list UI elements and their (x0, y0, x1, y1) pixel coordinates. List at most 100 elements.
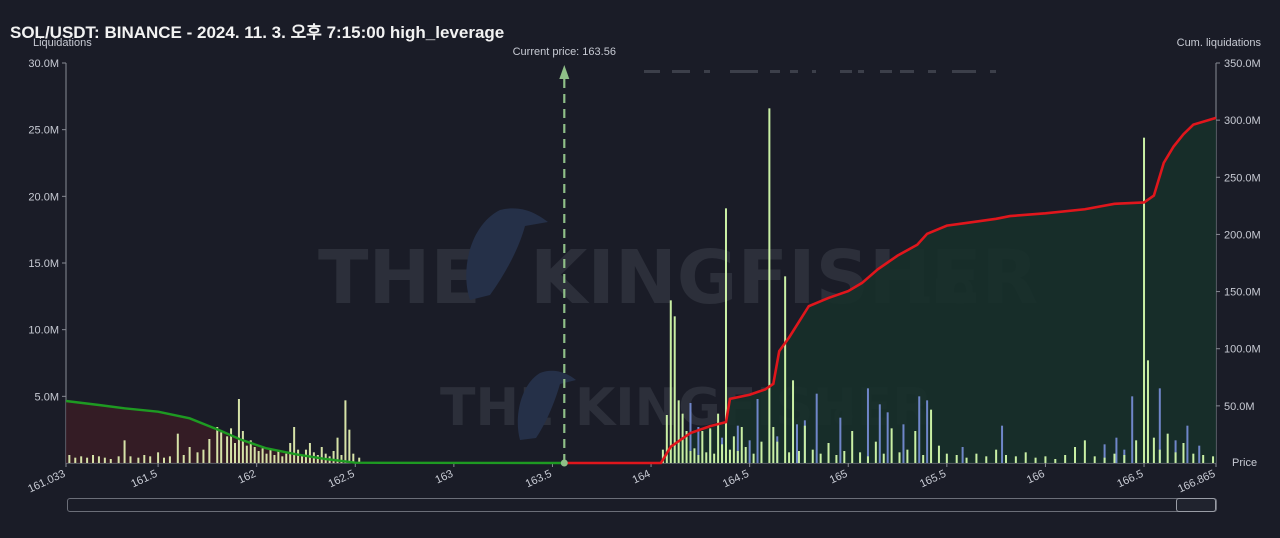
liquidation-bar-above (1004, 455, 1007, 463)
x-tick-label: 163.5 (524, 468, 554, 491)
liquidation-bar-below (168, 456, 171, 463)
liquidation-bar-blue (756, 399, 759, 463)
liquidation-bar-above (1174, 452, 1177, 463)
liquidation-bar-below (230, 428, 233, 463)
legend-dot (990, 70, 996, 73)
x-tick-label: 161.033 (26, 468, 67, 496)
liquidation-bar-above (685, 431, 688, 463)
liquidation-bar-below (237, 399, 240, 463)
liquidation-bar-below (332, 451, 335, 463)
liquidation-bar-above (677, 400, 680, 463)
liquidation-bar-above (665, 415, 668, 463)
x-axis-label: Price (1232, 457, 1257, 469)
legend-dot (704, 70, 710, 73)
liquidation-bar-above (1074, 447, 1077, 463)
cum-above-line (564, 116, 1217, 465)
liquidation-bar-blue (961, 447, 964, 463)
liquidation-bar-below (308, 443, 311, 463)
liquidation-bar-below (241, 431, 244, 463)
liquidation-bar-below (196, 452, 199, 463)
liquidation-bar-above (898, 452, 901, 463)
liquidation-bar-below (129, 456, 132, 463)
x-tick-label: 165 (828, 468, 850, 487)
legend-dot (790, 70, 798, 73)
y-tick-label: 20.0M (28, 191, 59, 203)
liquidation-bar-below (176, 433, 179, 463)
legend-dot (928, 70, 936, 73)
liquidation-bar-above (906, 449, 909, 463)
legend-dot (900, 70, 914, 73)
legend-dot (952, 70, 976, 73)
liquidation-bar-above (740, 427, 743, 463)
kingfisher-bird-icon-small (517, 370, 576, 440)
liquidation-bar-above (776, 441, 779, 463)
y-tick-label: 30.0M (28, 58, 59, 70)
liquidation-bar-below (188, 447, 191, 463)
liquidation-bar-above (736, 451, 739, 463)
liquidation-bar-above (803, 425, 806, 463)
liquidation-bar-below (123, 440, 126, 463)
liquidation-bar-above (661, 449, 664, 463)
liquidation-bar-below (86, 457, 89, 463)
liquidation-bar-blue (1115, 437, 1118, 463)
y-tick-label: 5.0M (35, 391, 59, 403)
scrollbar-handle[interactable] (1176, 498, 1216, 512)
liquidation-bar-blue (1131, 396, 1134, 463)
liquidation-bar-above (1166, 433, 1169, 463)
y2-tick-label: 100.0M (1224, 344, 1261, 356)
liquidation-bar-blue (878, 404, 881, 463)
y-axis-ticks: 5.0M 10.0M 15.0M 20.0M 25.0M 30.0M (28, 58, 66, 403)
liquidation-bar-below (68, 455, 71, 463)
liquidation-bar-below (340, 455, 343, 463)
liquidation-bar-blue (1158, 388, 1161, 463)
liquidation-bar-above (1044, 456, 1047, 463)
current-price-arrow-icon (559, 65, 570, 79)
liquidation-bar-above (1135, 440, 1138, 463)
y2-tick-label: 300.0M (1224, 115, 1261, 127)
liquidation-bar-below (233, 443, 236, 463)
liquidation-bar-above (752, 453, 755, 463)
y2-tick-label: 350.0M (1224, 58, 1261, 70)
liquidation-bar-blue (886, 412, 889, 463)
liquidation-bar-below (273, 455, 276, 463)
legend-dot (858, 70, 864, 73)
cum-liquidation-lines (65, 116, 1217, 465)
current-price-dot (560, 459, 568, 467)
watermark-text-large: THE (318, 235, 481, 321)
liquidation-bar-above (811, 449, 814, 463)
x-tick-label: 163 (433, 468, 455, 487)
legend-dot (730, 70, 758, 73)
liquidation-bar-blue (1103, 444, 1106, 463)
x-tick-label: 161.5 (129, 468, 159, 491)
liquidation-bar-above (701, 431, 704, 463)
liquidation-bar-below (257, 451, 260, 463)
liquidation-bar-above (1146, 360, 1149, 463)
liquidation-bar-blue (926, 400, 929, 463)
liquidation-bar-above (1202, 455, 1205, 463)
x-tick-label: 166 (1025, 468, 1047, 487)
liquidation-bar-above (975, 453, 978, 463)
y2-axis-label: Cum. liquidations (1177, 37, 1262, 49)
liquidation-bar-below (109, 459, 112, 463)
liquidation-bar-above (1034, 457, 1037, 463)
liquidation-bar-above (784, 276, 787, 463)
liquidation-bar-above (827, 443, 830, 463)
liquidation-bar-above (673, 316, 676, 463)
x-tick-label: 164.5 (721, 468, 751, 491)
liquidation-bar-above (1158, 449, 1161, 463)
liquidation-bar-above (937, 445, 940, 463)
liquidation-bar-below (245, 445, 248, 463)
x-tick-label: 162 (236, 468, 258, 487)
cum-below-line (65, 399, 565, 465)
liquidation-bar-above (835, 455, 838, 463)
legend-dot (770, 70, 780, 73)
liquidation-bars (68, 108, 1215, 463)
liquidation-bar-below (226, 436, 229, 463)
liquidation-bar-below (277, 451, 280, 463)
chart-title: SOL/USDT: BINANCE - 2024. 11. 3. 오후 7:15… (10, 23, 505, 42)
liquidation-bar-above (689, 451, 692, 463)
liquidation-bar-below (182, 455, 185, 463)
x-tick-label: 166.5 (1115, 468, 1145, 491)
range-scrollbar[interactable] (67, 498, 1217, 512)
